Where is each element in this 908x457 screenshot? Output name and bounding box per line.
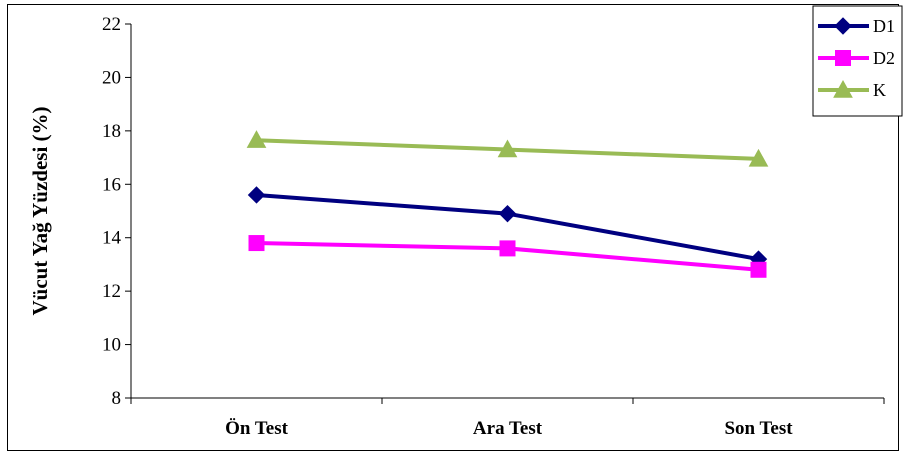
series-k — [246, 130, 769, 167]
legend-label: D2 — [873, 48, 895, 68]
series-layer — [246, 130, 769, 278]
y-tick-label: 8 — [112, 388, 122, 409]
chart-frame — [7, 4, 899, 451]
legend-item-k: K — [818, 79, 886, 100]
y-axis-label: Vücut Yağ Yüzdesi (%) — [28, 106, 52, 315]
data-point — [748, 148, 769, 167]
y-tick-label: 22 — [102, 14, 121, 35]
data-point — [497, 139, 518, 158]
x-tick-label: Ön Test — [225, 418, 289, 439]
data-point — [498, 204, 517, 223]
series-d2 — [248, 235, 767, 278]
x-tick-label: Ara Test — [473, 418, 543, 439]
y-tick-label: 10 — [102, 335, 121, 356]
data-point — [246, 130, 267, 148]
axes: 8 10 12 14 16 18 20 22 Ön Test Ara Test Son Test — [102, 14, 885, 439]
y-tick-label: 20 — [102, 67, 121, 88]
legend-item-d2: D2 — [818, 48, 895, 68]
legend-item-d1: D1 — [818, 16, 895, 36]
legend: D1 D2 K — [812, 5, 903, 117]
legend-marker — [835, 50, 851, 66]
data-point — [750, 261, 767, 278]
legend-marker — [833, 79, 853, 98]
y-tick-label: 12 — [102, 281, 121, 302]
data-point — [248, 235, 265, 252]
y-tick-label: 16 — [102, 174, 121, 195]
legend-label: K — [873, 80, 886, 100]
legend-marker — [834, 17, 852, 35]
y-tick-label: 14 — [102, 228, 122, 249]
data-point — [499, 240, 516, 257]
series-d1 — [247, 186, 768, 268]
x-tick-label: Son Test — [724, 418, 793, 439]
legend-label: D1 — [873, 16, 895, 36]
y-tick-label: 18 — [102, 121, 121, 142]
data-point — [247, 186, 266, 204]
